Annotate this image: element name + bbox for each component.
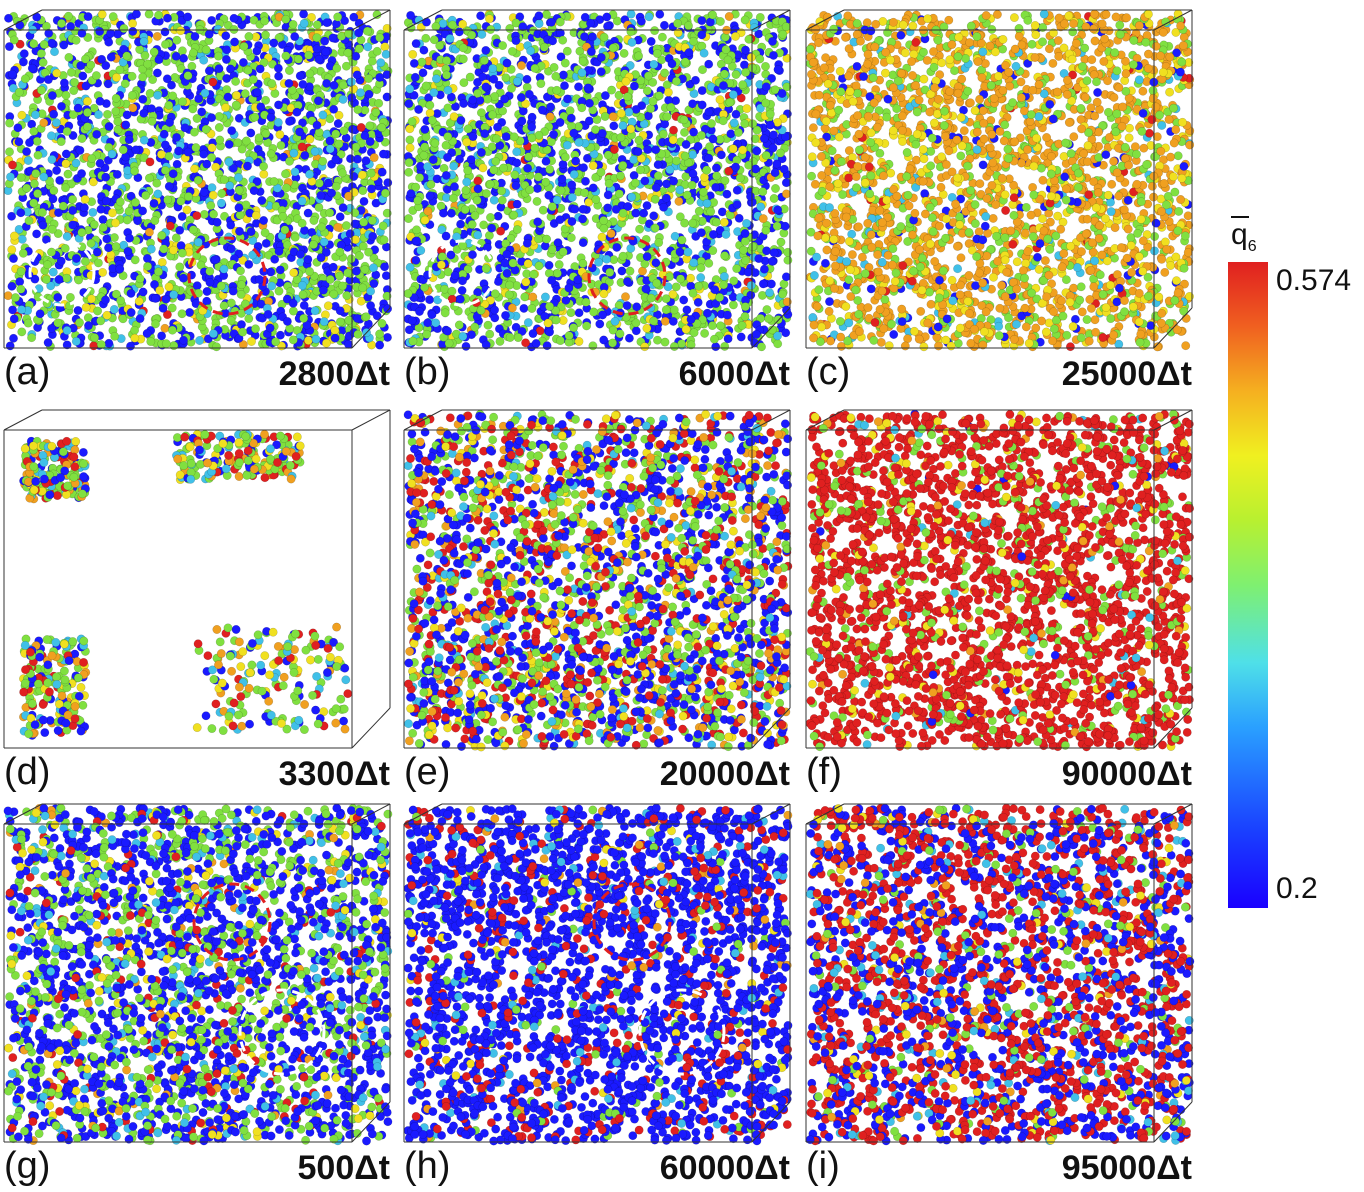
panel-label: (b) bbox=[404, 351, 450, 394]
colorbar-title: q6 bbox=[1231, 218, 1257, 256]
panel-c: (c) 25000Δt bbox=[804, 8, 1196, 398]
particle-cube-g bbox=[2, 802, 394, 1147]
particle-cube-h bbox=[402, 802, 794, 1147]
particle-cube-e bbox=[402, 408, 794, 753]
colorbar bbox=[1228, 262, 1268, 908]
particle-cube-b bbox=[402, 8, 794, 353]
colorbar-subscript: 6 bbox=[1248, 238, 1257, 255]
overline bbox=[1231, 216, 1249, 218]
particle-cube-f bbox=[804, 408, 1196, 753]
time-label: 25000Δt bbox=[1062, 355, 1192, 394]
particle-cube-a bbox=[2, 8, 394, 353]
time-label: 2800Δt bbox=[279, 355, 390, 394]
particle-cube-d bbox=[2, 408, 394, 753]
particle-cube-i bbox=[804, 802, 1196, 1147]
time-label: 500Δt bbox=[298, 1149, 391, 1188]
panel-b: (b) 6000Δt bbox=[402, 8, 794, 398]
panel-i: (i) 95000Δt bbox=[804, 802, 1196, 1192]
panel-f: (f) 90000Δt bbox=[804, 408, 1196, 798]
panel-label: (c) bbox=[806, 351, 850, 394]
time-label: 6000Δt bbox=[679, 355, 790, 394]
time-label: 20000Δt bbox=[660, 755, 790, 794]
time-label: 90000Δt bbox=[1062, 755, 1192, 794]
panel-label: (g) bbox=[4, 1145, 50, 1188]
colorbar-max-label: 0.574 bbox=[1276, 264, 1351, 298]
time-label: 60000Δt bbox=[660, 1149, 790, 1188]
particle-cube-c bbox=[804, 8, 1196, 353]
panel-label: (d) bbox=[4, 751, 50, 794]
colorbar-symbol: q bbox=[1231, 218, 1248, 251]
colorbar-min-label: 0.2 bbox=[1276, 872, 1318, 906]
panel-label: (e) bbox=[404, 751, 450, 794]
panel-a: (a) 2800Δt bbox=[2, 8, 394, 398]
panel-d: (d) 3300Δt bbox=[2, 408, 394, 798]
panel-g: (g) 500Δt bbox=[2, 802, 394, 1192]
panel-e: (e) 20000Δt bbox=[402, 408, 794, 798]
panel-label: (i) bbox=[806, 1145, 840, 1188]
panel-label: (f) bbox=[806, 751, 842, 794]
panel-label: (h) bbox=[404, 1145, 450, 1188]
panel-label: (a) bbox=[4, 351, 50, 394]
time-label: 3300Δt bbox=[279, 755, 390, 794]
time-label: 95000Δt bbox=[1062, 1149, 1192, 1188]
panel-h: (h) 60000Δt bbox=[402, 802, 794, 1192]
